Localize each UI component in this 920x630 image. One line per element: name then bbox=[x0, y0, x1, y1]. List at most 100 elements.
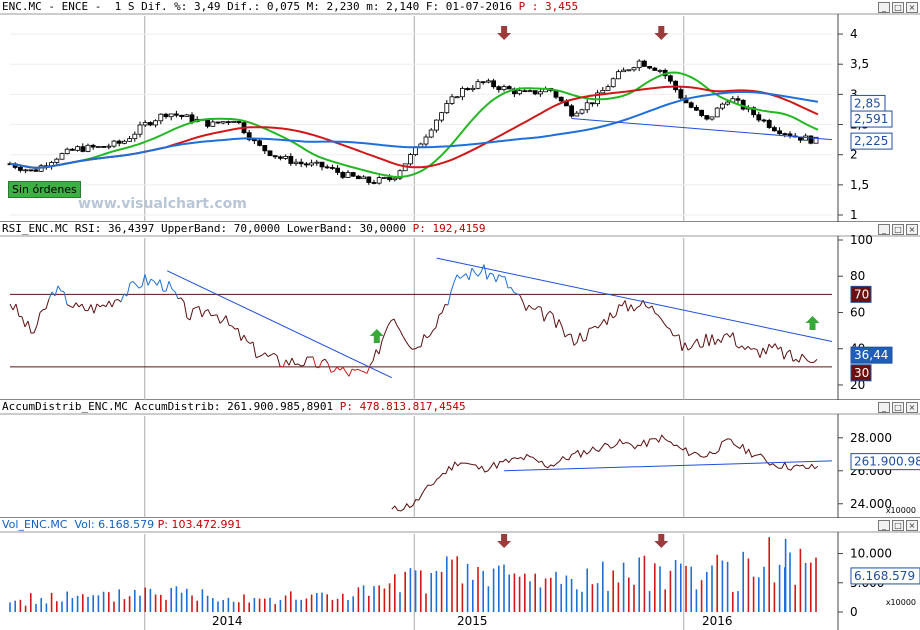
candle-up bbox=[631, 67, 637, 71]
rsi-line-segment bbox=[63, 291, 68, 305]
candle-down bbox=[33, 169, 39, 172]
rsi-tick-label: 100 bbox=[850, 233, 873, 247]
candle-down bbox=[335, 167, 341, 173]
rsi-line-segment bbox=[495, 274, 500, 283]
minimize-icon[interactable]: _ bbox=[878, 402, 890, 413]
rsi-header: RSI_ENC.MC RSI: 36,4397 UpperBand: 70,00… bbox=[2, 222, 486, 235]
candle-up bbox=[579, 109, 585, 114]
candle-down bbox=[355, 175, 361, 180]
candle-up bbox=[459, 88, 465, 98]
rsi-line-segment bbox=[318, 360, 323, 368]
rsi-line-segment bbox=[36, 312, 41, 326]
rsi-line-segment bbox=[753, 348, 758, 351]
rsi-tag-value-bg bbox=[850, 346, 893, 364]
rsi-line-segment bbox=[285, 359, 290, 366]
rsi-tag-30-bg bbox=[850, 364, 872, 382]
minimize-icon[interactable]: _ bbox=[878, 224, 890, 235]
candle-up bbox=[626, 69, 632, 72]
rsi-line-segment bbox=[645, 306, 650, 309]
rsi-line-segment bbox=[72, 302, 77, 308]
candle-up bbox=[96, 146, 101, 148]
rsi-line-segment bbox=[60, 290, 65, 293]
rsi-line-segment bbox=[492, 273, 497, 283]
volume-panel[interactable]: Vol_ENC.MC Vol: 6.168.579 P: 103.472.991… bbox=[0, 518, 920, 630]
rsi-line-segment bbox=[132, 281, 137, 286]
rsi-line-segment bbox=[549, 310, 554, 315]
candle-down bbox=[288, 156, 294, 164]
rsi-line-segment bbox=[273, 352, 278, 357]
rsi-line-segment bbox=[552, 314, 557, 328]
rsi-line-segment bbox=[396, 325, 401, 331]
close-icon[interactable]: × bbox=[906, 2, 918, 13]
rsi-line-segment bbox=[693, 338, 698, 344]
accumdistrib-panel[interactable]: AccumDistrib_ENC.MC AccumDistrib: 261.90… bbox=[0, 400, 920, 518]
rsi-line-segment bbox=[27, 320, 32, 334]
candle-up bbox=[392, 177, 398, 181]
maximize-icon[interactable]: □ bbox=[892, 224, 904, 235]
rsi-line-segment bbox=[642, 300, 647, 307]
rsi-line-segment bbox=[105, 300, 110, 307]
rsi-line-segment bbox=[726, 333, 731, 338]
rsi-line-segment bbox=[45, 298, 50, 310]
close-icon[interactable]: × bbox=[906, 520, 918, 531]
candle-up bbox=[454, 96, 460, 99]
rsi-line-segment bbox=[189, 308, 194, 321]
rsi-line-segment bbox=[78, 303, 83, 308]
rsi-line-segment bbox=[606, 312, 611, 325]
rsi-line-segment bbox=[210, 314, 215, 317]
maximize-icon[interactable]: □ bbox=[892, 2, 904, 13]
rsi-line-segment bbox=[447, 291, 452, 306]
buy-arrow-icon bbox=[369, 329, 384, 343]
rsi-line-segment bbox=[537, 306, 542, 308]
candle-down bbox=[387, 177, 393, 181]
candle-down bbox=[766, 120, 772, 128]
rsi-line-segment bbox=[651, 305, 656, 314]
close-icon[interactable]: × bbox=[906, 402, 918, 413]
minimize-icon[interactable]: _ bbox=[878, 520, 890, 531]
rsi-line-segment bbox=[156, 279, 161, 286]
x-label-2016: 2016 bbox=[702, 614, 733, 628]
rsi-line-segment bbox=[315, 366, 320, 369]
rsi-line-segment bbox=[780, 346, 785, 360]
candle-up bbox=[709, 116, 715, 120]
rsi-panel[interactable]: RSI_ENC.MC RSI: 36,4397 UpperBand: 70,00… bbox=[0, 222, 920, 400]
volume-panel-controls: _ □ × bbox=[878, 520, 918, 531]
rsi-line-segment bbox=[282, 359, 287, 368]
rsi-line-segment bbox=[81, 303, 86, 311]
candle-down bbox=[267, 150, 273, 157]
rsi-line-segment bbox=[225, 315, 230, 326]
price-panel[interactable]: ENC.MC - ENCE - 1 S Dif. %: 3,49 Dif.: 0… bbox=[0, 0, 920, 222]
rsi-line-segment bbox=[450, 282, 455, 292]
rsi-line-segment bbox=[102, 304, 107, 308]
rsi-line-segment bbox=[471, 267, 476, 274]
rsi-line-segment bbox=[474, 272, 479, 277]
rsi-line-segment bbox=[459, 275, 464, 279]
rsi-line-segment bbox=[573, 342, 578, 346]
maximize-icon[interactable]: □ bbox=[892, 520, 904, 531]
rsi-line-segment bbox=[270, 352, 275, 356]
minimize-icon[interactable]: _ bbox=[878, 2, 890, 13]
rsi-line-segment bbox=[99, 304, 104, 308]
sin-ordenes-badge[interactable]: Sin órdenes bbox=[8, 181, 81, 198]
rsi-line-segment bbox=[696, 338, 701, 348]
rsi-line-segment bbox=[711, 334, 716, 345]
candle-up bbox=[423, 136, 429, 145]
candle-down bbox=[808, 135, 814, 144]
rsi-line-segment bbox=[312, 356, 317, 368]
rsi-line-segment bbox=[258, 354, 263, 358]
rsi-line-segment bbox=[657, 314, 662, 320]
candle-up bbox=[584, 102, 590, 111]
maximize-icon[interactable]: □ bbox=[892, 402, 904, 413]
candle-down bbox=[558, 96, 564, 102]
candle-up bbox=[54, 158, 60, 163]
candle-down bbox=[272, 155, 278, 158]
rsi-line-segment bbox=[228, 324, 233, 327]
close-icon[interactable]: × bbox=[906, 224, 918, 235]
rsi-line-segment bbox=[777, 346, 782, 350]
candle-up bbox=[517, 90, 522, 95]
rsi-line-segment bbox=[414, 346, 419, 350]
